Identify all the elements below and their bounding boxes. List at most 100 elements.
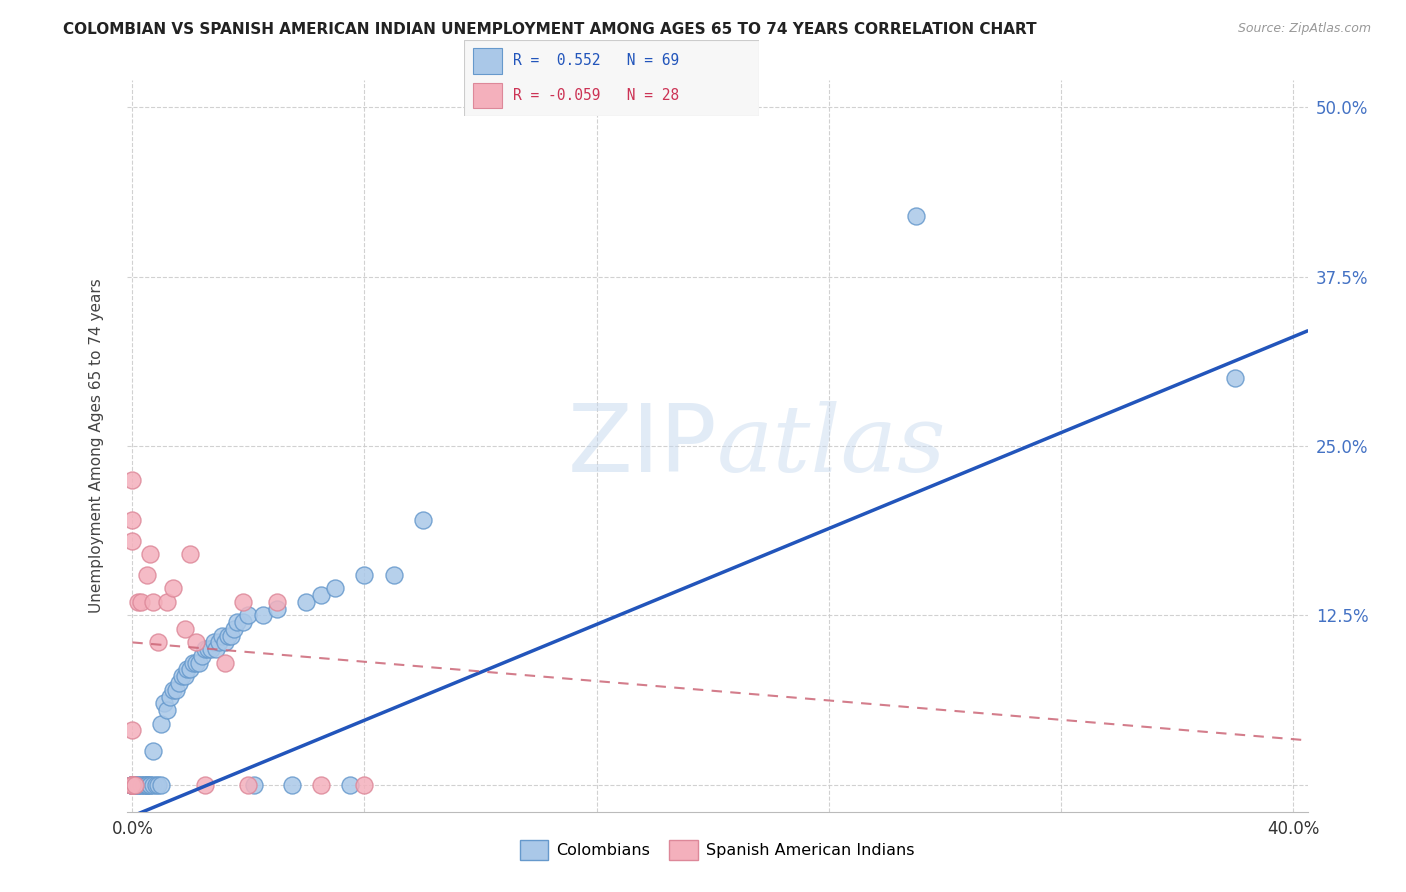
Point	[176, 663, 198, 677]
Point	[205, 642, 228, 657]
Point	[232, 615, 254, 629]
Point	[179, 547, 201, 561]
Text: Source: ZipAtlas.com: Source: ZipAtlas.com	[1237, 22, 1371, 36]
Point	[135, 778, 157, 792]
Point	[127, 778, 149, 792]
Point	[159, 690, 181, 704]
Point	[135, 778, 157, 792]
Point	[202, 635, 225, 649]
Point	[904, 209, 927, 223]
Point	[124, 778, 146, 792]
Point	[197, 642, 219, 657]
Point	[150, 716, 173, 731]
Point	[139, 778, 162, 792]
Point	[232, 595, 254, 609]
Point	[121, 778, 143, 792]
Point	[121, 778, 143, 792]
Point	[135, 567, 157, 582]
Point	[132, 778, 155, 792]
Point	[124, 778, 146, 792]
Point	[170, 669, 193, 683]
Point	[211, 629, 233, 643]
Point	[142, 778, 165, 792]
Point	[188, 656, 211, 670]
Point	[121, 778, 143, 792]
Bar	[472, 83, 502, 109]
Point	[129, 778, 152, 792]
Point	[121, 778, 143, 792]
Point	[132, 778, 155, 792]
Point	[121, 778, 143, 792]
Point	[243, 778, 266, 792]
Point	[121, 778, 143, 792]
Point	[162, 682, 184, 697]
Point	[148, 778, 170, 792]
Point	[191, 648, 214, 663]
Point	[124, 778, 146, 792]
Point	[150, 778, 173, 792]
Point	[186, 635, 208, 649]
Point	[139, 547, 162, 561]
Point	[181, 656, 204, 670]
Point	[325, 581, 347, 595]
Point	[165, 682, 187, 697]
Text: R =  0.552   N = 69: R = 0.552 N = 69	[513, 54, 679, 68]
Y-axis label: Unemployment Among Ages 65 to 74 years: Unemployment Among Ages 65 to 74 years	[90, 278, 104, 614]
Point	[309, 778, 332, 792]
Point	[295, 595, 318, 609]
Point	[139, 778, 162, 792]
Point	[194, 778, 217, 792]
Point	[309, 588, 332, 602]
Legend: Colombians, Spanish American Indians: Colombians, Spanish American Indians	[513, 834, 921, 866]
Point	[208, 635, 231, 649]
Point	[121, 514, 143, 528]
Point	[238, 608, 260, 623]
Point	[121, 778, 143, 792]
Point	[121, 778, 143, 792]
Text: atlas: atlas	[717, 401, 946, 491]
Text: ZIP: ZIP	[568, 400, 717, 492]
Point	[127, 778, 149, 792]
Point	[124, 778, 146, 792]
Point	[121, 778, 143, 792]
Point	[219, 629, 242, 643]
Point	[121, 778, 143, 792]
Point	[382, 567, 405, 582]
Point	[135, 778, 157, 792]
Point	[214, 635, 236, 649]
Point	[179, 663, 201, 677]
Point	[121, 473, 143, 487]
Point	[173, 622, 195, 636]
Point	[156, 703, 179, 717]
Point	[127, 595, 149, 609]
Point	[121, 778, 143, 792]
Point	[339, 778, 361, 792]
Point	[194, 642, 217, 657]
Point	[167, 676, 190, 690]
Point	[217, 629, 239, 643]
Point	[222, 622, 245, 636]
Bar	[472, 47, 502, 73]
Text: R = -0.059   N = 28: R = -0.059 N = 28	[513, 88, 679, 103]
Point	[142, 744, 165, 758]
Point	[281, 778, 304, 792]
Text: COLOMBIAN VS SPANISH AMERICAN INDIAN UNEMPLOYMENT AMONG AGES 65 TO 74 YEARS CORR: COLOMBIAN VS SPANISH AMERICAN INDIAN UNE…	[63, 22, 1036, 37]
Point	[121, 778, 143, 792]
Point	[238, 778, 260, 792]
Point	[266, 595, 288, 609]
Point	[214, 656, 236, 670]
Point	[225, 615, 247, 629]
Point	[162, 581, 184, 595]
Point	[412, 514, 434, 528]
Point	[173, 669, 195, 683]
Point	[145, 778, 167, 792]
Point	[252, 608, 274, 623]
Point	[1223, 371, 1246, 385]
Point	[186, 656, 208, 670]
Point	[142, 595, 165, 609]
Point	[266, 601, 288, 615]
Point	[156, 595, 179, 609]
Point	[129, 778, 152, 792]
Point	[353, 567, 375, 582]
Point	[129, 595, 152, 609]
